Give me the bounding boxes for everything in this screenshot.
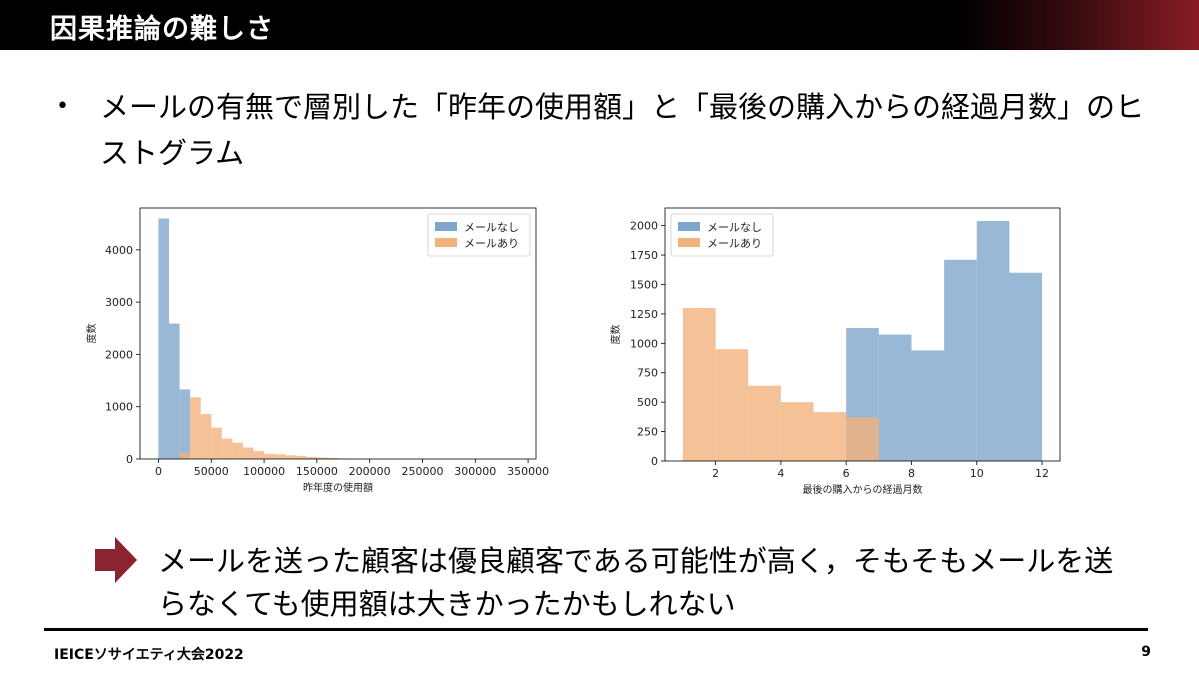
histogram-bar-mail [274,454,286,459]
conclusion-text: メールを送った顧客は優良顧客である可能性が高く，そもそもメールを送らなくても使用… [158,544,1114,621]
x-tick-label: 200000 [349,465,391,478]
slide-title: 因果推論の難しさ [50,14,274,45]
plot-frame [664,207,1061,462]
histogram-bar-no-mail [976,220,1010,461]
y-tick-label: 1500 [630,278,658,291]
histogram-bar-mail [253,451,265,459]
histogram-bar-mail [264,453,275,459]
legend-swatch [435,222,457,231]
x-axis-label: 最後の購入からの経過月数 [803,483,923,496]
x-tick-label: 100000 [243,465,285,478]
bullet-text: メールの有無で層別した「昨年の使用額」と「最後の購入からの経過月数」のヒストグラ… [100,90,1145,170]
page-number: 9 [1141,644,1151,660]
y-tick-label: 4000 [105,244,133,257]
y-tick-label: 2000 [105,348,133,361]
y-tick-label: 750 [637,367,658,380]
y-tick-label: 500 [637,396,658,409]
y-tick-label: 3000 [105,296,133,309]
arrow-icon [95,537,137,583]
histogram-bar-no-mail [169,323,180,459]
x-tick-label: 10 [970,467,984,480]
histogram-bar-mail [190,397,201,459]
footer-divider [44,628,1148,631]
histogram-bar-mail [306,456,317,459]
histogram-bar-mail [715,349,749,461]
y-axis-label: 度数 [85,324,98,344]
legend-label: メールなし [464,221,519,234]
histogram-bar-mail [682,308,716,461]
legend-swatch [678,222,700,231]
legend-label: メールあり [464,237,519,250]
legend-label: メールなし [707,221,762,234]
histogram-bar-mail [813,412,847,461]
bullet-marker: • [56,94,69,119]
x-tick-label: 250000 [401,465,443,478]
y-tick-label: 0 [126,453,133,466]
legend-label: メールあり [707,237,762,250]
x-axis-label: 昨年度の使用額 [303,481,373,494]
y-axis-label: 度数 [609,325,622,345]
x-tick-label: 150000 [296,465,338,478]
y-tick-label: 250 [637,426,658,439]
histogram-bar-mail [846,417,879,461]
y-tick-label: 1750 [630,249,658,262]
histogram-spending: 0 50000 100000 150000 200000 250000 300000 3500… [85,200,555,500]
y-tick-label: 1250 [630,308,658,321]
x-tick-label: 350000 [507,465,549,478]
histogram-bar-mail [232,442,243,459]
histogram-months-svg: 2 4 6 8 10 12 0 250 500 750 1000 1250 1500 1750 2000 最後… [609,207,1061,496]
histogram-bar-mail [780,402,814,461]
histogram-bar-mail [179,452,191,459]
histogram-bar-mail [285,455,296,459]
histogram-bar-mail [242,447,254,459]
histogram-bar-no-mail [158,218,170,459]
y-tick-label: 0 [651,455,658,468]
footer-conference: IEICEソサイエティ大会2022 [54,647,244,663]
title-bar: 因果推論の難しさ [0,0,1199,50]
x-tick-label: 50000 [194,465,229,478]
legend-swatch [678,238,700,247]
histogram-bar-mail [200,414,212,459]
y-tick-label: 1000 [105,401,133,414]
histogram-bar-mail [327,457,338,459]
histogram-bar-no-mail [1009,272,1043,461]
y-tick-label: 1000 [630,337,658,350]
histogram-bar-no-mail [944,259,977,461]
plot-frame [139,207,537,460]
x-tick-label: 6 [843,467,850,480]
x-tick-label: 2 [712,467,719,480]
histogram-bar-no-mail [878,334,912,461]
x-tick-label: 12 [1035,467,1049,480]
histogram-bar-mail [211,427,222,459]
histogram-months: 2 4 6 8 10 12 0 250 500 750 1000 1250 1500 1750 2000 最後… [605,200,1070,500]
y-tick-label: 2000 [630,220,658,233]
x-tick-label: 8 [908,467,915,480]
x-tick-label: 0 [155,465,162,478]
histogram-bar-mail [316,457,328,459]
histogram-bar-mail [295,455,307,459]
histogram-spending-svg: 0 50000 100000 150000 200000 250000 300000 3500… [85,207,549,494]
histogram-bar-no-mail [911,350,945,461]
histogram-bar-no-mail [179,389,191,459]
histogram-bar-mail [748,385,781,461]
x-tick-label: 300000 [454,465,496,478]
histogram-bar-mail [221,438,233,459]
x-tick-label: 4 [777,467,784,480]
legend-swatch [435,238,457,247]
